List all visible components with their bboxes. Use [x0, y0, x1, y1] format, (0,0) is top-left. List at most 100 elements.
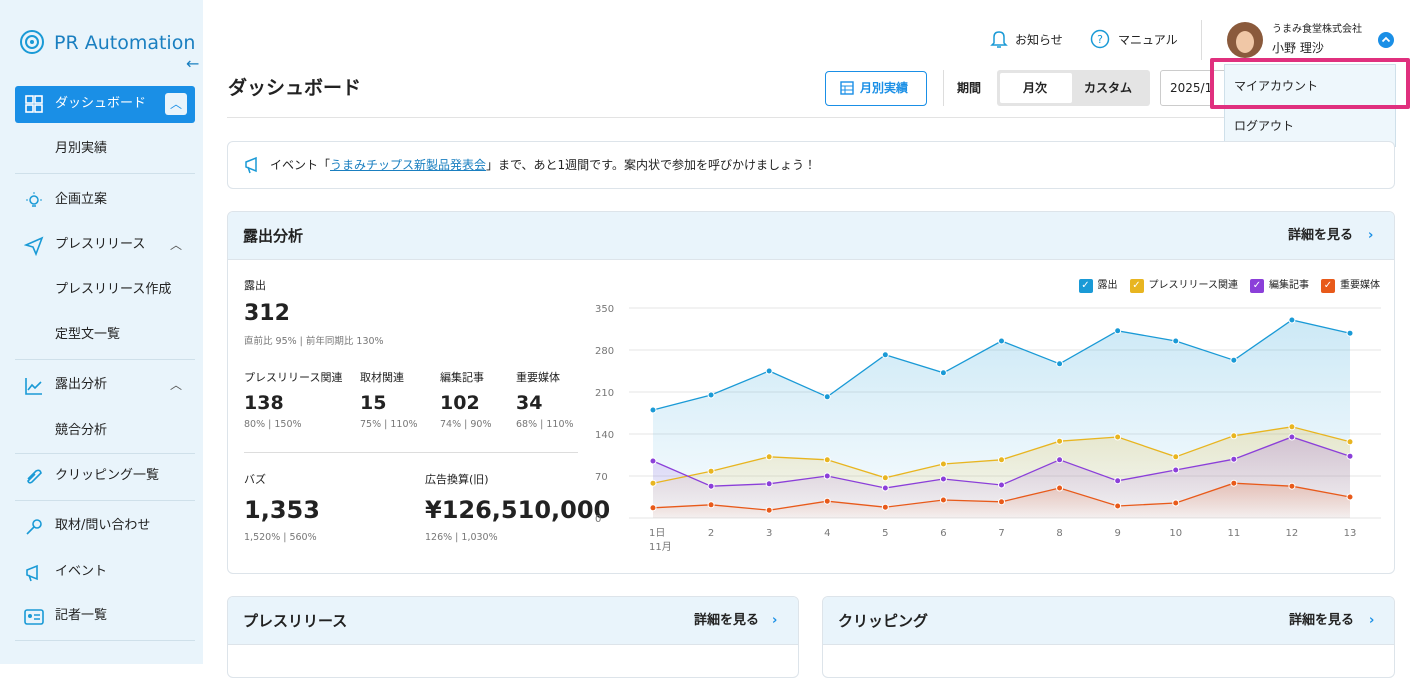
user-name: 小野 理沙	[1272, 41, 1324, 55]
metric-value: 15	[360, 392, 387, 414]
nav-item[interactable]: プレスリリース	[55, 237, 146, 252]
collapse-button[interactable]: ←	[186, 54, 200, 73]
legend-item[interactable]: ✓ 重要媒体	[1321, 278, 1380, 294]
svg-text:?: ?	[1097, 33, 1103, 46]
monthly-button[interactable]	[825, 71, 927, 106]
legend-checkbox[interactable]: ✓	[1078, 279, 1093, 293]
point	[765, 480, 773, 488]
megaphone-icon	[245, 156, 257, 174]
nav-item[interactable]: 記者一覧	[55, 608, 108, 623]
legend-checkbox[interactable]: ✓	[1250, 279, 1264, 293]
legend: ✓ 露出 ✓ プレスリリース関連 ✓ 編集記事 ✓ 重要媒体	[1078, 278, 1380, 294]
chevron[interactable]: ›	[1369, 613, 1375, 628]
metric-note: 1,520% | 560%	[244, 532, 317, 543]
point	[1056, 360, 1064, 368]
chevron[interactable]: ›	[772, 613, 778, 628]
x-tick-label: 2	[708, 528, 714, 539]
x-tick-label: 5	[882, 528, 888, 539]
help-icon: ?	[1090, 29, 1110, 49]
divider	[1201, 20, 1202, 60]
metric-note: 126% | 1,030%	[425, 532, 498, 543]
point	[649, 406, 657, 414]
chevron[interactable]: ›	[1368, 228, 1374, 243]
dropdown-item[interactable]: ログアウト	[1234, 119, 1295, 133]
nav-icon	[26, 519, 42, 535]
card-title: クリッピング	[838, 612, 929, 630]
metric-label: 広告換算(旧)	[425, 473, 489, 486]
point	[1056, 456, 1064, 464]
company-name: うまみ食堂株式会社	[1272, 24, 1362, 35]
point	[1114, 327, 1122, 335]
point	[1288, 433, 1296, 441]
nav-item[interactable]: ダッシュボード	[55, 96, 147, 111]
exposure-card: 露出分析 詳細を見る › 露出 312 直前比 95% | 前年同期比 130%…	[227, 211, 1395, 574]
period-option[interactable]: カスタム	[1084, 81, 1133, 95]
nav-icon	[25, 95, 43, 113]
divider	[244, 452, 578, 453]
metric-note: 80% | 150%	[244, 419, 302, 430]
card-header	[823, 597, 1394, 645]
event-link[interactable]: うまみチップス新製品発表会	[330, 158, 487, 172]
monthly-button-label[interactable]: 月別実績	[860, 81, 909, 95]
point	[998, 498, 1005, 506]
user-menu-toggle[interactable]	[1378, 32, 1394, 48]
x-tick-label: 6	[940, 528, 946, 539]
dropdown-item[interactable]: マイアカウント	[1234, 79, 1319, 93]
y-tick-label: 140	[595, 430, 614, 441]
y-tick-label: 350	[595, 304, 614, 315]
legend-checkbox[interactable]: ✓	[1129, 279, 1144, 293]
bell-icon	[990, 31, 1008, 48]
nav-item[interactable]: 月別実績	[55, 141, 108, 156]
x-tick-label: 8	[1056, 528, 1062, 539]
metric-label: バズ	[244, 473, 266, 486]
metric-value: 312	[244, 301, 290, 326]
point	[1346, 438, 1354, 446]
clipping-card: クリッピング 詳細を見る ›	[822, 596, 1395, 678]
nav-item[interactable]: プレスリリース作成	[55, 282, 172, 297]
legend-item[interactable]: ✓ 編集記事	[1250, 278, 1309, 294]
point	[707, 467, 715, 475]
nav-toggle[interactable]: ︿	[170, 378, 183, 392]
x-tick-label: 12	[1286, 528, 1299, 539]
nav-item[interactable]: 定型文一覧	[55, 327, 121, 342]
point	[1288, 482, 1296, 490]
nav-item[interactable]: クリッピング一覧	[55, 468, 160, 483]
manual-link[interactable]: マニュアル	[1118, 33, 1178, 47]
legend-item[interactable]: ✓ プレスリリース関連	[1129, 278, 1238, 294]
text: 」まで、あと1週間です。案内状で参加を呼びかけましょう！	[486, 158, 816, 172]
detail-link[interactable]: 詳細を見る	[1288, 228, 1354, 243]
period-selected-bg	[1000, 73, 1072, 103]
nav-item[interactable]: イベント	[55, 564, 108, 579]
nav-item[interactable]: 競合分析	[55, 423, 108, 438]
avatar[interactable]	[1226, 21, 1264, 59]
sidebar: PR Automation ← ダッシュボード ︿ 月別実績 企画立案 プレスリ…	[0, 0, 203, 664]
nav-item[interactable]: 企画立案	[55, 192, 108, 207]
detail-link[interactable]: 詳細を見る	[694, 613, 760, 628]
divider	[943, 70, 944, 106]
card-header	[228, 597, 798, 645]
notifications-link[interactable]: お知らせ	[1015, 33, 1063, 47]
nav-icon	[26, 192, 42, 207]
nav-item[interactable]: 露出分析	[55, 377, 108, 392]
point	[1346, 329, 1354, 337]
detail-link[interactable]: 詳細を見る	[1289, 613, 1355, 628]
y-tick-label: 210	[595, 388, 614, 399]
period-option[interactable]: 月次	[1023, 81, 1048, 95]
announcement-text: イベント「うまみチップス新製品発表会」まで、あと1週間です。案内状で参加を呼びか…	[270, 157, 816, 173]
point	[1346, 493, 1354, 501]
nav-toggle[interactable]: ︿	[170, 238, 183, 252]
separator	[15, 640, 195, 641]
point	[765, 367, 773, 375]
point	[1056, 437, 1064, 445]
legend-label: 編集記事	[1269, 280, 1309, 291]
highlight-box	[1210, 58, 1410, 109]
nav-toggle[interactable]: ︿	[165, 93, 187, 115]
metric-value: 102	[440, 392, 480, 414]
nav-item[interactable]: 取材/問い合わせ	[55, 518, 151, 533]
legend-item[interactable]: ✓ 露出	[1078, 278, 1118, 294]
legend-checkbox[interactable]: ✓	[1321, 279, 1335, 293]
separator	[15, 500, 195, 501]
metric-note: 75% | 110%	[360, 419, 418, 430]
point	[881, 474, 889, 482]
x-tick-label: 4	[824, 528, 830, 539]
